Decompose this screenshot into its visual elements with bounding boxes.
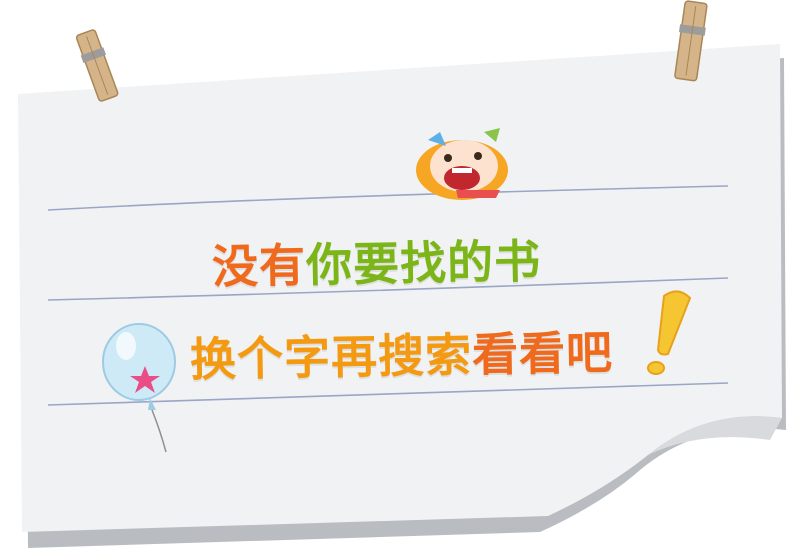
headline-not-found: 没有你要找的书 [211, 225, 542, 297]
clothespin-icon [75, 29, 119, 102]
headline-try-again: 换个字再搜索看看吧 [189, 316, 614, 389]
headline-part-b: 你要找的书 [305, 234, 542, 293]
headline-part-a: 没有 [211, 238, 307, 294]
balloon-icon [102, 323, 176, 453]
subline-part-a: 换个字再搜索 [189, 327, 473, 387]
paper-sheet [18, 44, 782, 532]
rule-line [47, 277, 729, 301]
paper-curl [648, 416, 782, 455]
clothespin-icon [674, 0, 708, 82]
rule-line [47, 382, 729, 406]
exclamation-icon [647, 290, 692, 375]
rule-line [47, 185, 729, 211]
girl-face-icon [416, 128, 508, 200]
subline-part-b: 看看吧 [471, 325, 614, 382]
